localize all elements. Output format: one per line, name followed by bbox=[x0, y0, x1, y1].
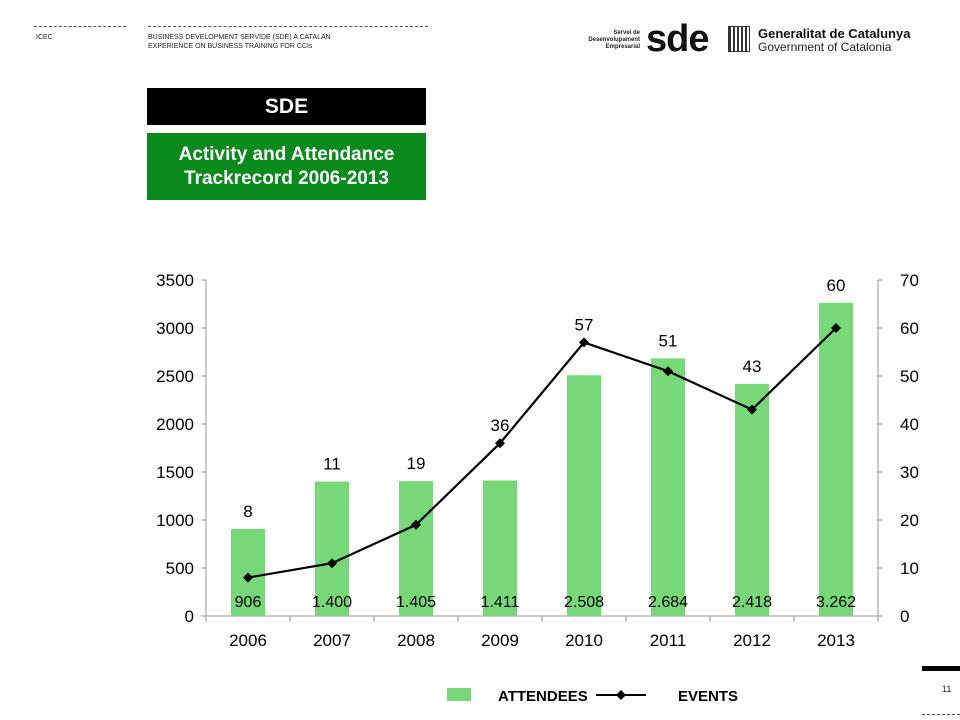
y-left-tick-label: 500 bbox=[166, 559, 194, 578]
y-left-tick-label: 1000 bbox=[156, 511, 194, 530]
event-value-label: 60 bbox=[827, 276, 846, 295]
y-right-tick-label: 40 bbox=[900, 415, 919, 434]
x-tick-label: 2007 bbox=[313, 631, 351, 650]
y-right-tick-label: 60 bbox=[900, 319, 919, 338]
sde-logo-line3: Empresarial bbox=[605, 44, 640, 50]
header-rule-middle bbox=[148, 26, 428, 27]
event-value-label: 57 bbox=[575, 315, 594, 334]
legend-swatch-attendees bbox=[447, 688, 471, 701]
bar-attendees bbox=[399, 481, 433, 616]
point-events bbox=[663, 366, 673, 377]
y-left-tick-label: 2000 bbox=[156, 415, 194, 434]
event-value-label: 11 bbox=[323, 455, 341, 474]
legend-swatch-events-marker bbox=[616, 690, 626, 700]
y-left-tick-label: 1500 bbox=[156, 463, 194, 482]
page-number: 11 bbox=[942, 684, 952, 694]
header-icec-label: ICEC bbox=[36, 34, 53, 41]
point-events bbox=[747, 404, 757, 415]
bar-value-label: 3.262 bbox=[816, 594, 856, 611]
point-events bbox=[495, 438, 505, 449]
header-subtitle-line1: BUSINESS DEVELOPMENT SERVIDE (SDE) A CAT… bbox=[148, 34, 331, 41]
bar-value-label: 2.418 bbox=[732, 594, 772, 611]
generalitat-logo: Generalitat de Catalunya Government of C… bbox=[728, 26, 928, 56]
y-left-tick-label: 2500 bbox=[156, 367, 194, 386]
y-right-tick-label: 10 bbox=[900, 559, 919, 578]
bar-value-label: 906 bbox=[235, 594, 262, 611]
sde-logo-mark: sde bbox=[646, 18, 709, 60]
bar-attendees bbox=[567, 375, 601, 616]
bar-value-label: 2.508 bbox=[564, 594, 604, 611]
bar-value-label: 2.684 bbox=[648, 594, 688, 611]
x-tick-label: 2013 bbox=[817, 631, 855, 650]
chart-title-line1: Activity and Attendance bbox=[178, 143, 395, 165]
generalitat-line1: Generalitat de Catalunya bbox=[758, 26, 911, 41]
y-right-tick-label: 70 bbox=[900, 271, 919, 290]
header-rule-left bbox=[34, 26, 126, 27]
bar-attendees bbox=[483, 480, 517, 616]
sde-logo: Servei de Desenvolupament Empresarial sd… bbox=[578, 18, 709, 62]
y-left-tick-label: 0 bbox=[185, 607, 194, 626]
x-tick-label: 2011 bbox=[650, 631, 687, 650]
bar-attendees bbox=[651, 358, 685, 616]
event-value-label: 43 bbox=[743, 357, 762, 376]
point-events bbox=[579, 337, 589, 348]
header-subtitle-line2: EXPERIENCE ON BUSINESS TRAINING FOR CCIs bbox=[148, 43, 313, 50]
header-subtitle: BUSINESS DEVELOPMENT SERVIDE (SDE) A CAT… bbox=[148, 33, 331, 51]
event-value-label: 51 bbox=[659, 331, 678, 350]
y-right-tick-label: 30 bbox=[900, 463, 919, 482]
chart-title-line2: Trackrecord 2006-2013 bbox=[184, 167, 389, 189]
point-events bbox=[243, 572, 253, 583]
generalitat-emblem-icon bbox=[728, 26, 750, 52]
bar-value-label: 1.405 bbox=[396, 594, 436, 611]
footer-black-bar bbox=[922, 666, 960, 671]
y-left-tick-label: 3500 bbox=[156, 271, 194, 290]
x-tick-label: 2012 bbox=[733, 631, 771, 650]
event-value-label: 19 bbox=[407, 454, 426, 473]
point-events bbox=[411, 519, 421, 530]
y-left-tick-label: 3000 bbox=[156, 319, 194, 338]
event-value-label: 8 bbox=[243, 502, 252, 521]
y-right-tick-label: 20 bbox=[900, 511, 919, 530]
legend-label-events: EVENTS bbox=[678, 688, 738, 705]
section-title: SDE bbox=[147, 88, 426, 125]
bar-value-label: 1.411 bbox=[481, 594, 520, 611]
y-right-tick-label: 50 bbox=[900, 367, 919, 386]
sde-logo-line1: Servei de bbox=[613, 30, 640, 36]
generalitat-line2: Government of Catalonia bbox=[758, 40, 892, 54]
x-tick-label: 2006 bbox=[229, 631, 267, 650]
x-tick-label: 2009 bbox=[481, 631, 519, 650]
event-value-label: 36 bbox=[491, 416, 510, 435]
bar-attendees bbox=[231, 529, 265, 616]
point-events bbox=[831, 323, 841, 333]
bar-attendees bbox=[819, 302, 853, 616]
sde-logo-line2: Desenvolupament bbox=[588, 37, 640, 43]
point-events bbox=[327, 558, 337, 569]
sde-logo-caption: Servei de Desenvolupament Empresarial bbox=[588, 30, 640, 51]
bar-attendees bbox=[315, 481, 349, 616]
x-tick-label: 2010 bbox=[565, 631, 603, 650]
y-right-tick-label: 0 bbox=[900, 607, 909, 626]
legend-label-attendees: ATTENDEES bbox=[498, 688, 588, 705]
footer-rule bbox=[922, 714, 960, 715]
x-tick-label: 2008 bbox=[397, 631, 435, 650]
bar-attendees bbox=[735, 383, 769, 616]
line-events bbox=[247, 327, 837, 579]
chart-title: Activity and Attendance Trackrecord 2006… bbox=[147, 133, 426, 200]
bar-value-label: 1.400 bbox=[312, 594, 352, 611]
